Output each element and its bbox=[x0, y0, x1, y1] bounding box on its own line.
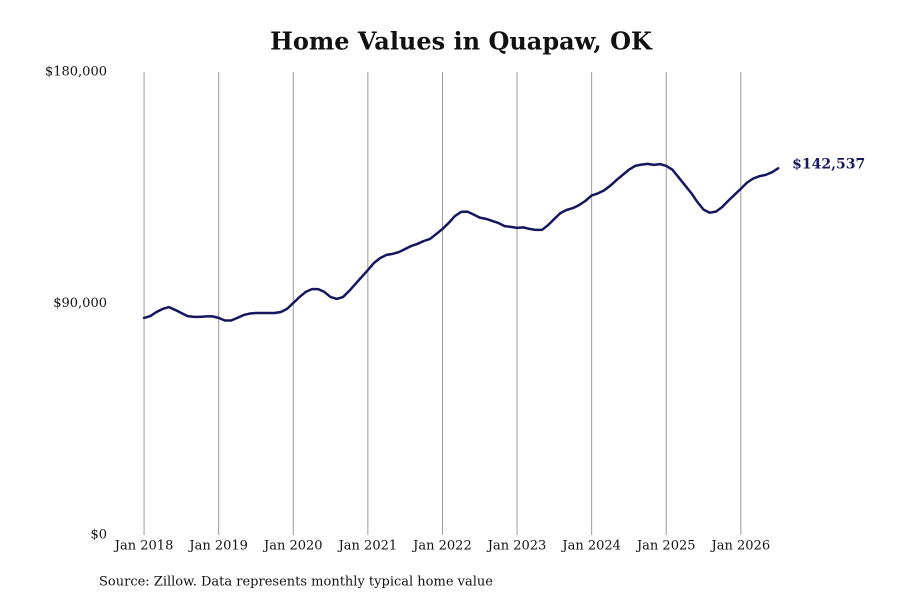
x-tick-label: Jan 2026 bbox=[710, 539, 771, 554]
source-note: Source: Zillow. Data represents monthly … bbox=[99, 575, 493, 590]
x-tick-label: Jan 2022 bbox=[411, 539, 472, 554]
x-tick-label: Jan 2021 bbox=[337, 539, 398, 554]
x-tick-label: Jan 2024 bbox=[560, 539, 621, 554]
y-tick-label: $180,000 bbox=[45, 65, 107, 80]
line bbox=[142, 162, 780, 322]
x-tick-label: Jan 2023 bbox=[486, 539, 547, 554]
x-tick-label: Jan 2025 bbox=[635, 539, 696, 554]
y-tick-label: $90,000 bbox=[53, 296, 107, 311]
x-tick-label: Jan 2020 bbox=[262, 539, 323, 554]
chart-title: Home Values in Quapaw, OK bbox=[270, 27, 653, 56]
y-tick-label: $0 bbox=[90, 528, 107, 543]
x-tick-label: Jan 2018 bbox=[113, 539, 174, 554]
value-label: $142,537 bbox=[792, 156, 865, 172]
x-tick-label: Jan 2019 bbox=[187, 539, 248, 554]
